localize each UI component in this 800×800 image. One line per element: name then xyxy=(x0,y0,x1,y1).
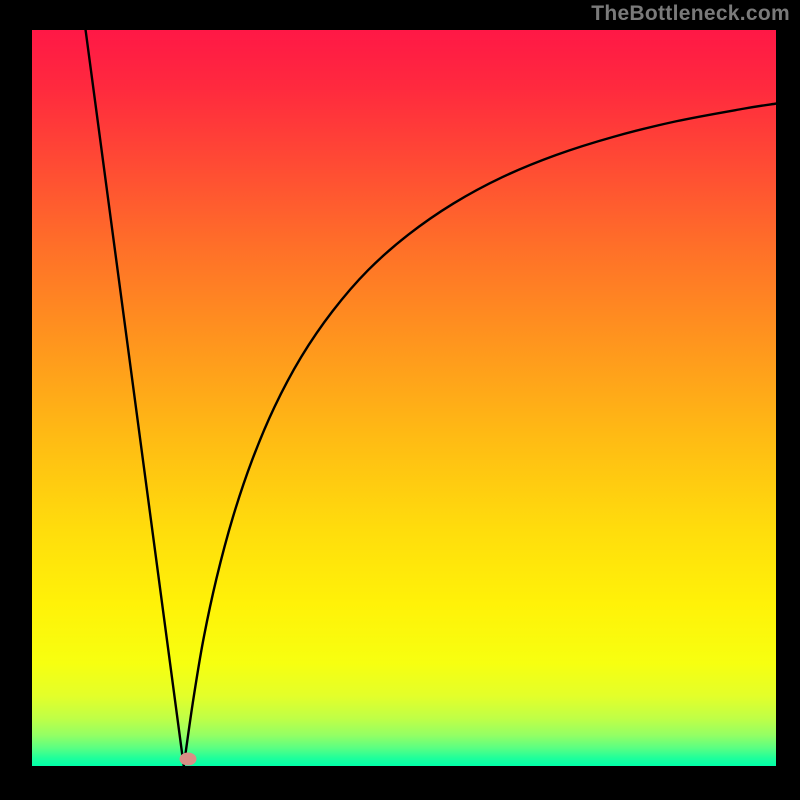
bottleneck-curve xyxy=(32,30,776,766)
chart-canvas: TheBottleneck.com xyxy=(0,0,800,800)
optimal-point-marker xyxy=(180,752,197,765)
plot-area xyxy=(32,30,776,766)
watermark-text: TheBottleneck.com xyxy=(591,2,790,26)
